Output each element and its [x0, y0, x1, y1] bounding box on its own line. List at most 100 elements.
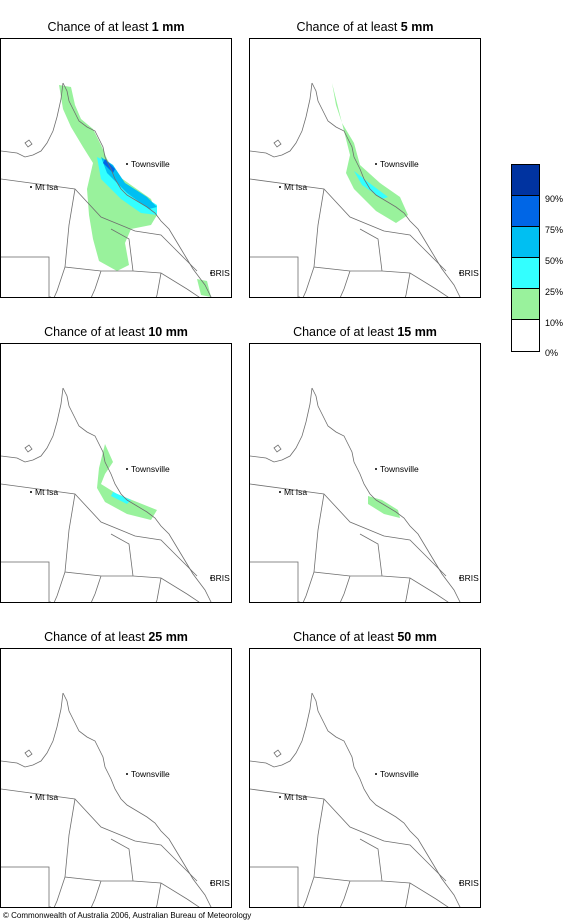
- legend-label-10: 10%: [545, 318, 564, 328]
- island: [24, 444, 33, 453]
- town-marker: [459, 272, 461, 274]
- legend-label-75: 75%: [545, 225, 564, 235]
- coastline: [1, 387, 64, 463]
- town-label-mt-isa: Mt Isa: [284, 487, 307, 497]
- town-marker: [126, 468, 128, 470]
- coastline: [62, 82, 212, 297]
- queensland-map-svg: Townsville Mt Isa BRIS: [1, 387, 230, 602]
- region-border: [250, 483, 423, 553]
- island: [273, 444, 282, 453]
- region-border: [302, 571, 315, 602]
- town-marker: [210, 272, 212, 274]
- town-marker: [459, 882, 461, 884]
- rain-area-10pct: [368, 496, 400, 518]
- region-border: [435, 288, 449, 297]
- region-border: [53, 266, 66, 297]
- region-border: [53, 876, 66, 907]
- inset-box: [1, 256, 50, 297]
- region-border: [172, 246, 198, 272]
- town-label-mt-isa: Mt Isa: [35, 487, 58, 497]
- town-label-bris: BRIS: [210, 878, 230, 888]
- coastline: [311, 82, 461, 297]
- town-label-townsville: Townsville: [380, 769, 419, 779]
- legend-label-25: 25%: [545, 287, 564, 297]
- panel-title: Chance of at least 5 mm: [296, 20, 434, 34]
- region-border: [155, 577, 162, 602]
- region-border: [91, 270, 102, 297]
- rainfall-map: Townsville Mt Isa BRIS: [249, 343, 481, 603]
- queensland-map-svg: Townsville Mt Isa BRIS: [250, 387, 479, 602]
- region-border: [435, 593, 449, 602]
- region-border: [1, 483, 174, 553]
- region-border: [313, 798, 437, 900]
- town-label-townsville: Townsville: [380, 464, 419, 474]
- region-border: [404, 272, 411, 297]
- region-border: [404, 577, 411, 602]
- town-label-mt-isa: Mt Isa: [35, 792, 58, 802]
- town-marker: [279, 491, 281, 493]
- queensland-map-svg: Townsville Mt Isa BRIS: [1, 692, 230, 907]
- town-label-mt-isa: Mt Isa: [284, 182, 307, 192]
- panel-title: Chance of at least 50 mm: [293, 630, 437, 644]
- town-label-bris: BRIS: [210, 268, 230, 278]
- panel-title: Chance of at least 1 mm: [47, 20, 185, 34]
- rain-area-10pct-south: [197, 279, 211, 297]
- region-border: [186, 288, 200, 297]
- legend-swatch-75: [512, 196, 539, 227]
- region-border: [172, 856, 198, 882]
- town-label-bris: BRIS: [459, 268, 479, 278]
- region-border: [340, 270, 351, 297]
- town-label-townsville: Townsville: [131, 159, 170, 169]
- region-border: [404, 882, 411, 907]
- town-marker: [126, 163, 128, 165]
- coastline: [250, 692, 313, 768]
- town-label-bris: BRIS: [459, 573, 479, 583]
- rain-area-25pct: [111, 492, 131, 504]
- legend-color-bar: [511, 164, 540, 352]
- coastline: [311, 692, 461, 907]
- legend-label-0: 0%: [545, 348, 559, 358]
- legend-swatch-50: [512, 227, 539, 258]
- region-border: [435, 898, 449, 907]
- region-border: [250, 178, 423, 248]
- region-border: [91, 880, 102, 907]
- town-label-mt-isa: Mt Isa: [284, 792, 307, 802]
- town-marker: [375, 773, 377, 775]
- region-border: [340, 575, 351, 602]
- town-label-bris: BRIS: [210, 573, 230, 583]
- region-border: [359, 533, 383, 577]
- island: [24, 749, 33, 758]
- rain-area-75pct: [103, 159, 115, 173]
- town-marker: [375, 468, 377, 470]
- inset-box: [250, 256, 299, 297]
- island: [273, 749, 282, 758]
- coastline: [1, 692, 64, 768]
- region-border: [91, 575, 102, 602]
- region-border: [1, 178, 174, 248]
- town-marker: [30, 186, 32, 188]
- town-marker: [375, 163, 377, 165]
- rainfall-map: Townsville Mt Isa BRIS: [249, 648, 481, 908]
- region-border: [155, 882, 162, 907]
- region-border: [186, 593, 200, 602]
- rain-area-25pct: [354, 171, 388, 199]
- town-label-mt-isa: Mt Isa: [35, 182, 58, 192]
- island: [273, 139, 282, 148]
- legend-swatch-25: [512, 258, 539, 289]
- inset-box: [1, 866, 50, 907]
- coastline: [250, 387, 313, 463]
- region-border: [421, 551, 447, 577]
- region-border: [250, 788, 423, 858]
- panel-title: Chance of at least 25 mm: [44, 630, 188, 644]
- legend-swatch-0: [512, 320, 539, 351]
- coastline: [62, 387, 212, 602]
- legend-label-50: 50%: [545, 256, 564, 266]
- rainfall-map: Townsville Mt Isa BRIS: [0, 648, 232, 908]
- coastline: [62, 692, 212, 907]
- region-border: [186, 898, 200, 907]
- region-border: [172, 551, 198, 577]
- inset-box: [250, 866, 299, 907]
- panel-title: Chance of at least 15 mm: [293, 325, 437, 339]
- island: [24, 139, 33, 148]
- rainfall-map: Townsville Mt Isa BRIS: [249, 38, 481, 298]
